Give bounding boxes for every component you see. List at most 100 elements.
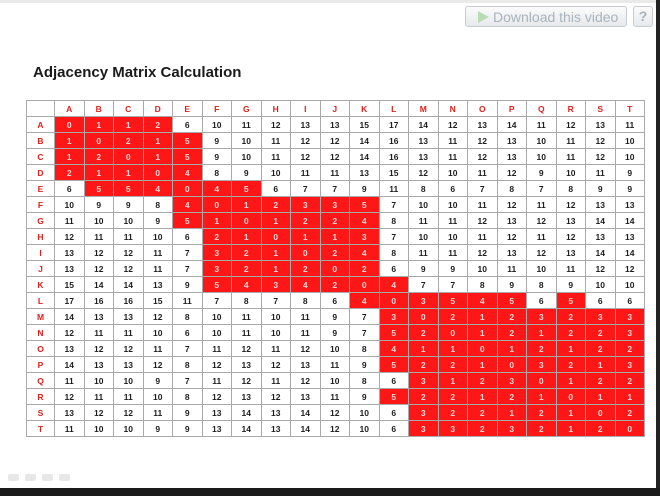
row-header: A [26, 116, 55, 133]
matrix-cell: 9 [526, 164, 557, 181]
matrix-cell: 9 [614, 164, 645, 181]
matrix-cell: 12 [319, 404, 350, 421]
row-header: L [26, 292, 55, 309]
matrix-cell: 5 [231, 180, 262, 197]
matrix-cell: 5 [378, 324, 409, 341]
matrix-cell: 1 [54, 132, 85, 149]
matrix-cell: 11 [231, 116, 262, 133]
matrix-cell: 13 [555, 244, 586, 261]
matrix-cell: 11 [83, 324, 114, 341]
matrix-cell: 1 [614, 388, 645, 405]
matrix-cell: 8 [201, 164, 232, 181]
matrix-cell: 2 [614, 340, 645, 357]
matrix-cell: 13 [260, 420, 291, 437]
matrix-cell: 11 [201, 340, 232, 357]
matrix-cell: 11 [142, 260, 173, 277]
matrix-cell: 13 [349, 164, 380, 181]
matrix-cell: 2 [83, 148, 114, 165]
matrix-cell: 1 [467, 388, 498, 405]
matrix-cell: 9 [437, 260, 468, 277]
matrix-cell: 11 [142, 404, 173, 421]
matrix-cell: 5 [437, 292, 468, 309]
matrix-cell: 11 [467, 196, 498, 213]
matrix-cell: 6 [260, 180, 291, 197]
page-title: Adjacency Matrix Calculation [33, 64, 242, 81]
prev-slide-icon[interactable] [8, 474, 19, 481]
matrix-cell: 9 [614, 180, 645, 197]
matrix-cell: 11 [290, 324, 321, 341]
menu-icon[interactable] [42, 474, 53, 481]
matrix-cell: 13 [408, 148, 439, 165]
matrix-cell: 12 [496, 196, 527, 213]
matrix-cell: 10 [349, 420, 380, 437]
column-header: C [113, 100, 144, 117]
matrix-cell: 17 [54, 292, 85, 309]
matrix-cell: 2 [585, 324, 616, 341]
matrix-row: I 13 12 12 11 7 3 2 1 0 2 4 8 11 11 12 13 12 13 14 14 [26, 244, 645, 261]
play-icon [478, 10, 489, 23]
matrix-cell: 10 [526, 148, 557, 165]
matrix-row: P 14 13 13 12 8 12 13 12 13 11 9 5 2 2 1 0 3 2 1 3 [26, 356, 645, 373]
row-header: T [26, 420, 55, 437]
matrix-cell: 2 [496, 388, 527, 405]
matrix-cell: 2 [585, 420, 616, 437]
matrix-cell: 0 [437, 324, 468, 341]
matrix-cell: 8 [172, 388, 203, 405]
matrix-cell: 3 [496, 420, 527, 437]
matrix-cell: 0 [614, 420, 645, 437]
matrix-cell: 10 [113, 420, 144, 437]
matrix-cell: 1 [555, 404, 586, 421]
matrix-cell: 13 [201, 404, 232, 421]
row-header: J [26, 260, 55, 277]
download-video-label: Download this video [493, 8, 619, 25]
matrix-cell: 7 [526, 180, 557, 197]
matrix-cell: 2 [408, 324, 439, 341]
matrix-cell: 9 [585, 180, 616, 197]
matrix-cell: 10 [231, 148, 262, 165]
matrix-cell: 3 [201, 260, 232, 277]
matrix-cell: 11 [437, 244, 468, 261]
matrix-cell: 2 [142, 116, 173, 133]
matrix-cell: 13 [319, 116, 350, 133]
matrix-cell: 16 [378, 148, 409, 165]
matrix-cell: 3 [408, 292, 439, 309]
row-header: D [26, 164, 55, 181]
matrix-cell: 13 [142, 276, 173, 293]
matrix-cell: 13 [467, 116, 498, 133]
matrix-cell: 12 [113, 404, 144, 421]
matrix-cell: 11 [113, 324, 144, 341]
matrix-cell: 6 [172, 324, 203, 341]
matrix-row: A 0 1 1 2 6 10 11 12 13 13 15 17 14 12 13 14 11 12 13 11 [26, 116, 645, 133]
column-header: M [408, 100, 439, 117]
matrix-cell: 11 [142, 244, 173, 261]
matrix-cell: 14 [408, 116, 439, 133]
matrix-cell: 1 [585, 388, 616, 405]
slide-navigation-tools[interactable] [8, 474, 70, 481]
matrix-cell: 5 [172, 212, 203, 229]
matrix-cell: 0 [496, 356, 527, 373]
pen-icon[interactable] [25, 474, 36, 481]
matrix-row: B 1 0 2 1 5 9 10 11 12 12 14 16 13 11 12 13 10 11 12 10 [26, 132, 645, 149]
matrix-cell: 0 [231, 212, 262, 229]
matrix-cell: 13 [54, 404, 85, 421]
column-header: N [437, 100, 468, 117]
matrix-cell: 0 [290, 244, 321, 261]
matrix-cell: 2 [319, 276, 350, 293]
help-button[interactable]: ? [633, 6, 653, 27]
matrix-cell: 11 [585, 164, 616, 181]
matrix-cell: 11 [231, 324, 262, 341]
matrix-cell: 3 [408, 420, 439, 437]
matrix-cell: 10 [201, 324, 232, 341]
matrix-cell: 12 [290, 372, 321, 389]
matrix-cell: 5 [113, 180, 144, 197]
matrix-cell: 5 [349, 196, 380, 213]
matrix-cell: 0 [526, 372, 557, 389]
matrix-cell: 13 [201, 420, 232, 437]
matrix-cell: 11 [437, 212, 468, 229]
download-video-button[interactable]: Download this video [465, 6, 627, 27]
matrix-cell: 13 [614, 228, 645, 245]
next-slide-icon[interactable] [59, 474, 70, 481]
matrix-cell: 10 [260, 308, 291, 325]
matrix-cell: 8 [290, 292, 321, 309]
